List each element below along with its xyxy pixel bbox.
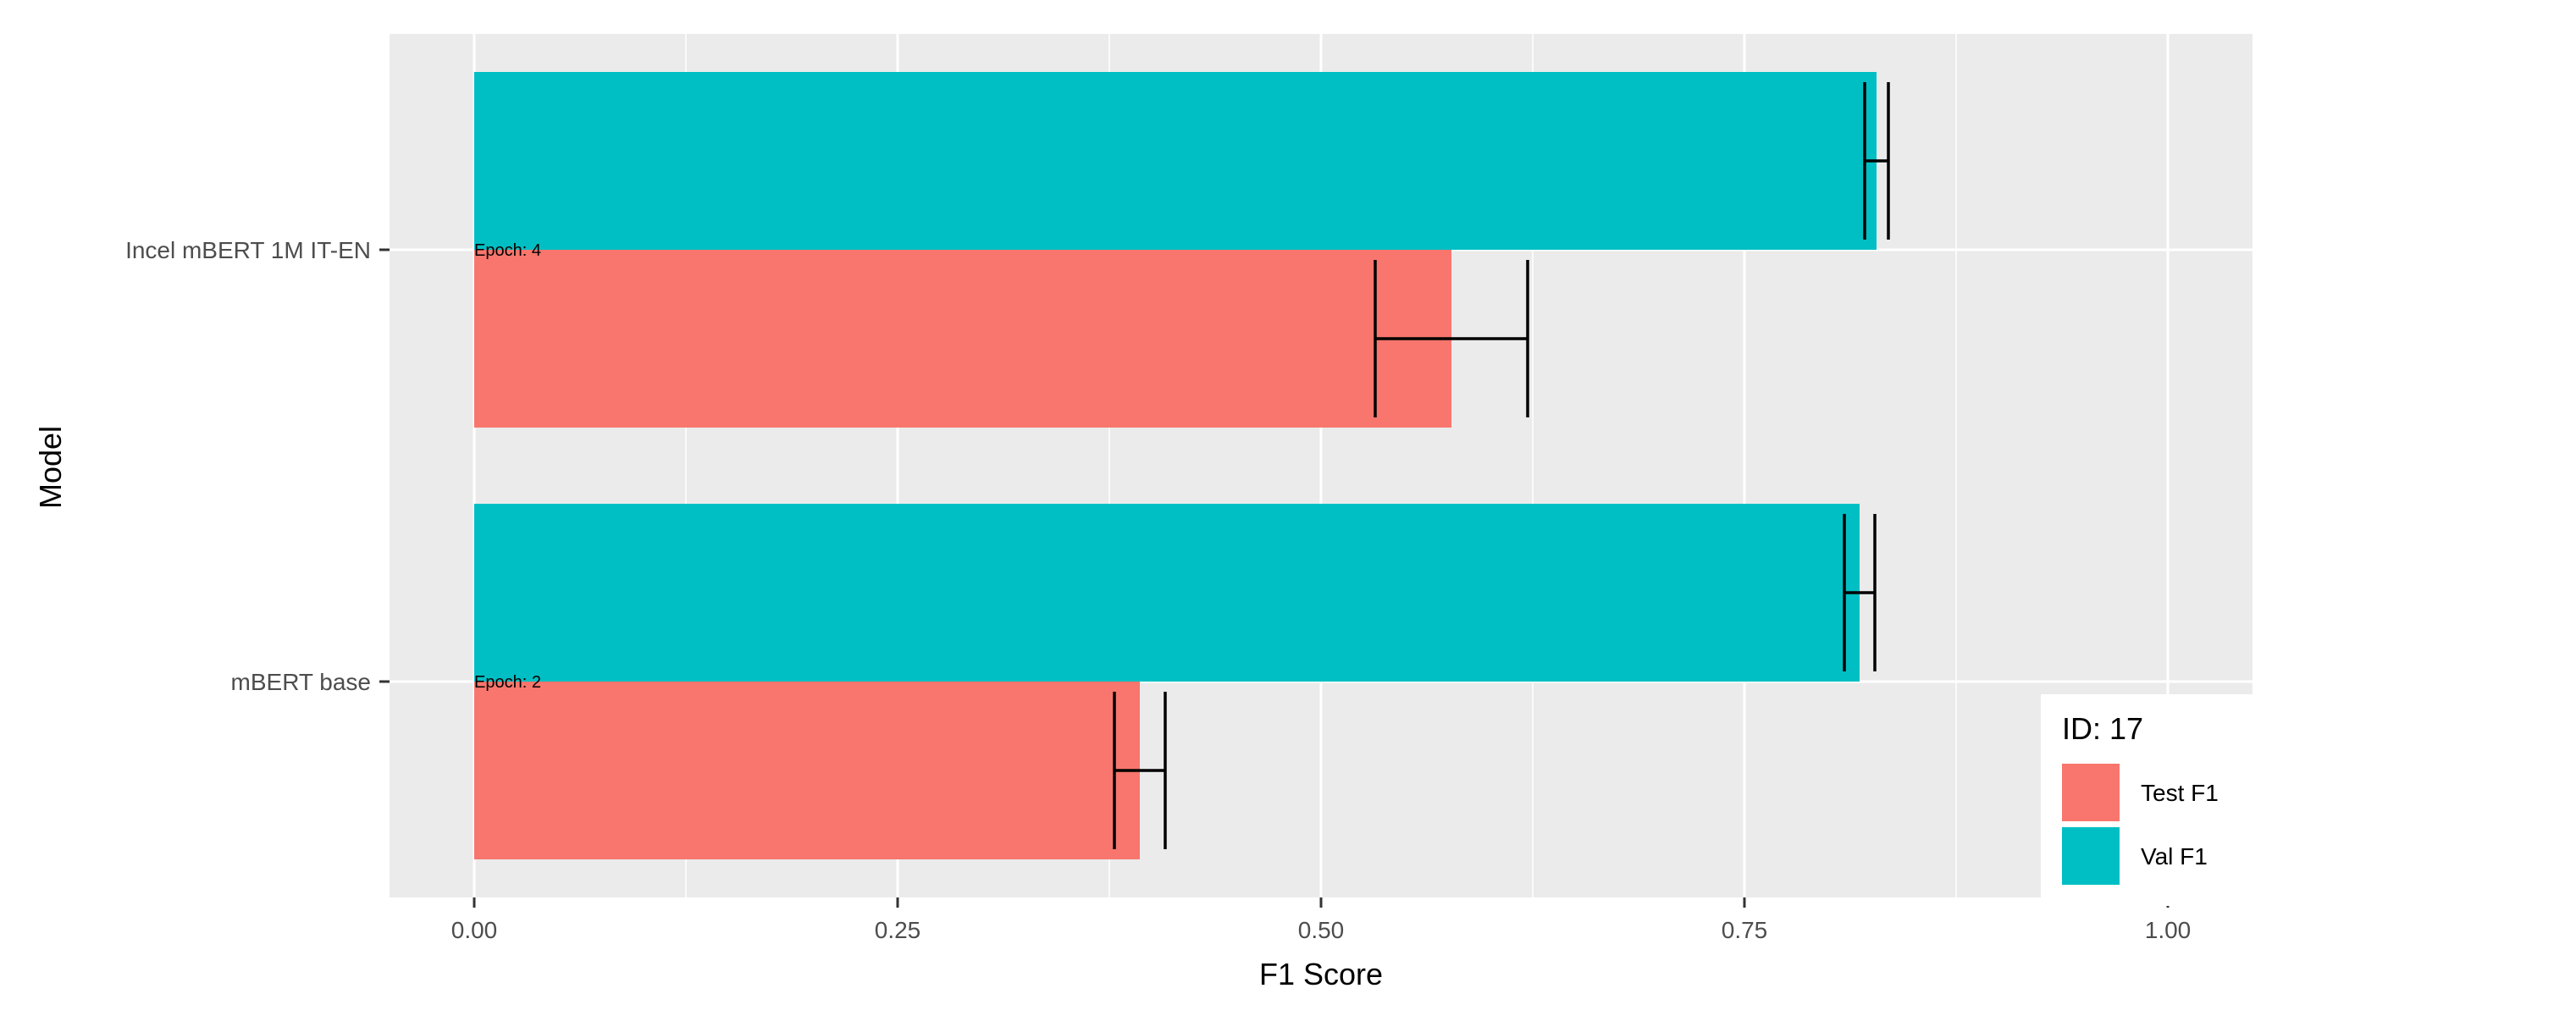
bar-val-f1-mbert-base	[474, 504, 1860, 682]
x-tick-label: 0.00	[451, 917, 498, 943]
legend-label-test-f1: Test F1	[2141, 780, 2219, 806]
x-tick-label: 0.75	[1722, 917, 1768, 943]
bar-val-f1-incel-mbert-1m-it-en	[474, 72, 1877, 250]
error-bar-val-f1-incel-mbert-1m-it-en	[1863, 82, 1890, 240]
annotation-incel-mbert-1m-it-en: Epoch: 4	[474, 241, 541, 260]
legend: ID: 17 Test F1 Val F1	[2041, 694, 2253, 906]
x-tick-label: 1.00	[2145, 917, 2192, 943]
error-bar-test-f1-incel-mbert-1m-it-en	[1374, 260, 1529, 417]
error-bar-val-f1-mbert-base	[1843, 514, 1877, 671]
y-tick-label-mbert-base: mBERT base	[231, 669, 371, 695]
bar-test-f1-incel-mbert-1m-it-en	[474, 250, 1451, 428]
y-tick-label-incel-mbert-1m-it-en: Incel mBERT 1M IT-EN	[125, 237, 371, 263]
legend-key-val-f1	[2062, 827, 2120, 885]
y-axis-title: Model	[33, 426, 68, 509]
legend-label-val-f1: Val F1	[2141, 843, 2208, 870]
annotations: Epoch: 2 Epoch: 4	[474, 241, 541, 692]
x-tick-label: 0.25	[875, 917, 921, 943]
x-axis-title: F1 Score	[1259, 957, 1383, 991]
bars	[474, 72, 1877, 859]
x-axis: 0.00 0.25 0.50 0.75 1.00	[451, 897, 2192, 943]
y-axis: mBERT base Incel mBERT 1M IT-EN	[125, 237, 390, 695]
error-bars	[1113, 82, 1890, 849]
error-bar-test-f1-mbert-base	[1113, 692, 1167, 849]
legend-key-test-f1	[2062, 764, 2120, 821]
legend-title: ID: 17	[2062, 711, 2143, 746]
bar-test-f1-mbert-base	[474, 682, 1140, 859]
annotation-mbert-base: Epoch: 2	[474, 673, 541, 692]
x-tick-label: 0.50	[1298, 917, 1345, 943]
